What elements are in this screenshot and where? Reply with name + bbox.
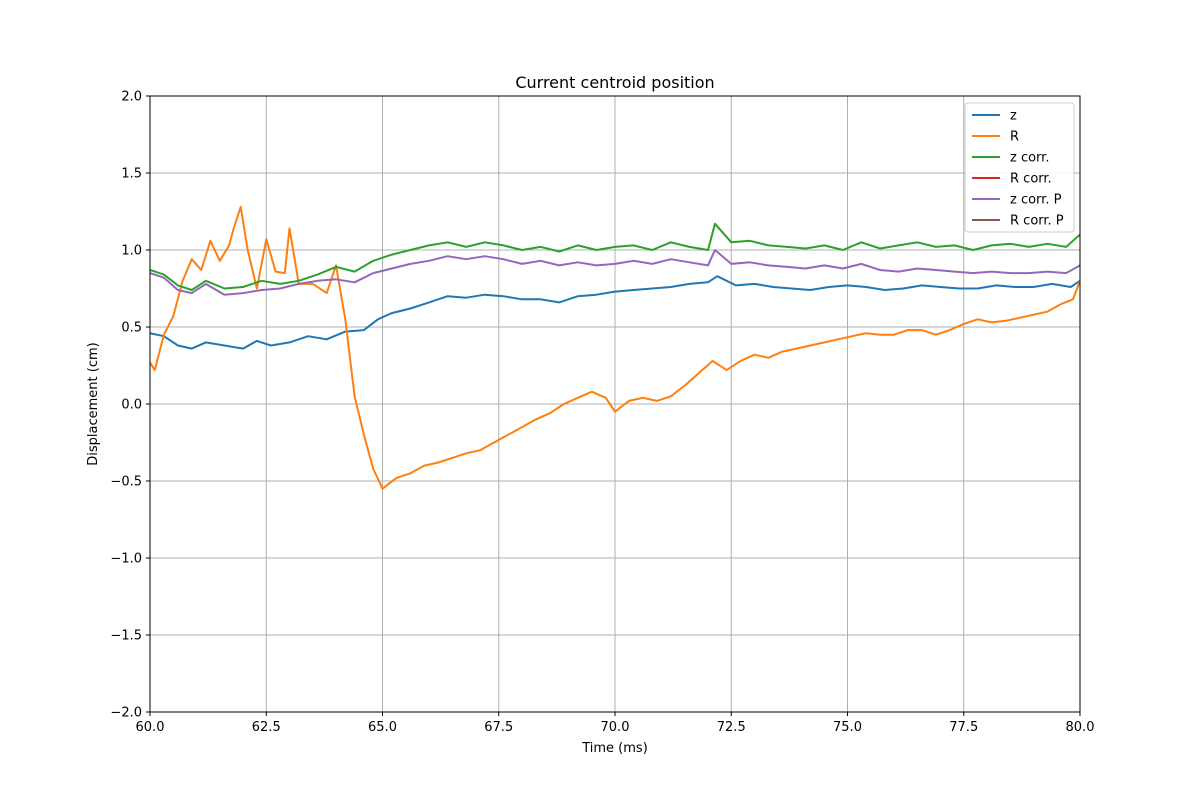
x-tick-label: 60.0 [136, 720, 165, 735]
y-tick-label: 0.0 [121, 398, 142, 413]
series-line-z-corr-p [150, 249, 1080, 296]
x-tick-label: 75.0 [833, 720, 862, 735]
series-lines [150, 205, 1080, 490]
y-tick-label: 1.0 [121, 244, 142, 259]
x-tick-label: 62.5 [252, 720, 281, 735]
axis-ticks: 60.0 62.5 65.0 67.5 70.0 72.5 75.0 77.5 80.0 −2.0… [110, 90, 1094, 736]
x-tick-label: 72.5 [717, 720, 746, 735]
legend-label-z-corr: z corr. [1010, 151, 1049, 166]
y-tick-label: 0.5 [121, 321, 142, 336]
y-tick-label: −1.5 [110, 629, 142, 644]
y-tick-label: 1.5 [121, 167, 142, 182]
y-tick-label: −1.0 [110, 552, 142, 567]
legend-label-r: R [1010, 130, 1019, 145]
series-line-z-corr [150, 222, 1080, 291]
x-tick-label: 77.5 [949, 720, 978, 735]
y-tick-label: −0.5 [110, 475, 142, 490]
legend: zRz corr. R corr. z corr. P R corr. P [964, 102, 1075, 233]
x-axis-label: Time (ms) [581, 741, 648, 756]
series-line-z [150, 275, 1080, 350]
legend-label-r-corr-p: R corr. P [1010, 214, 1064, 229]
x-tick-label: 70.0 [601, 720, 630, 735]
legend-label-z: z [1010, 109, 1017, 124]
y-tick-label: 2.0 [121, 90, 142, 105]
y-axis-label: Displacement (cm) [86, 342, 101, 465]
chart-title: Current centroid position [515, 73, 714, 92]
legend-label-z-corr-p: z corr. P [1010, 193, 1062, 208]
y-tick-label: −2.0 [110, 706, 142, 721]
x-tick-label: 80.0 [1066, 720, 1095, 735]
x-tick-label: 67.5 [484, 720, 513, 735]
legend-label-r-corr: R corr. [1010, 172, 1052, 187]
x-tick-label: 65.0 [368, 720, 397, 735]
